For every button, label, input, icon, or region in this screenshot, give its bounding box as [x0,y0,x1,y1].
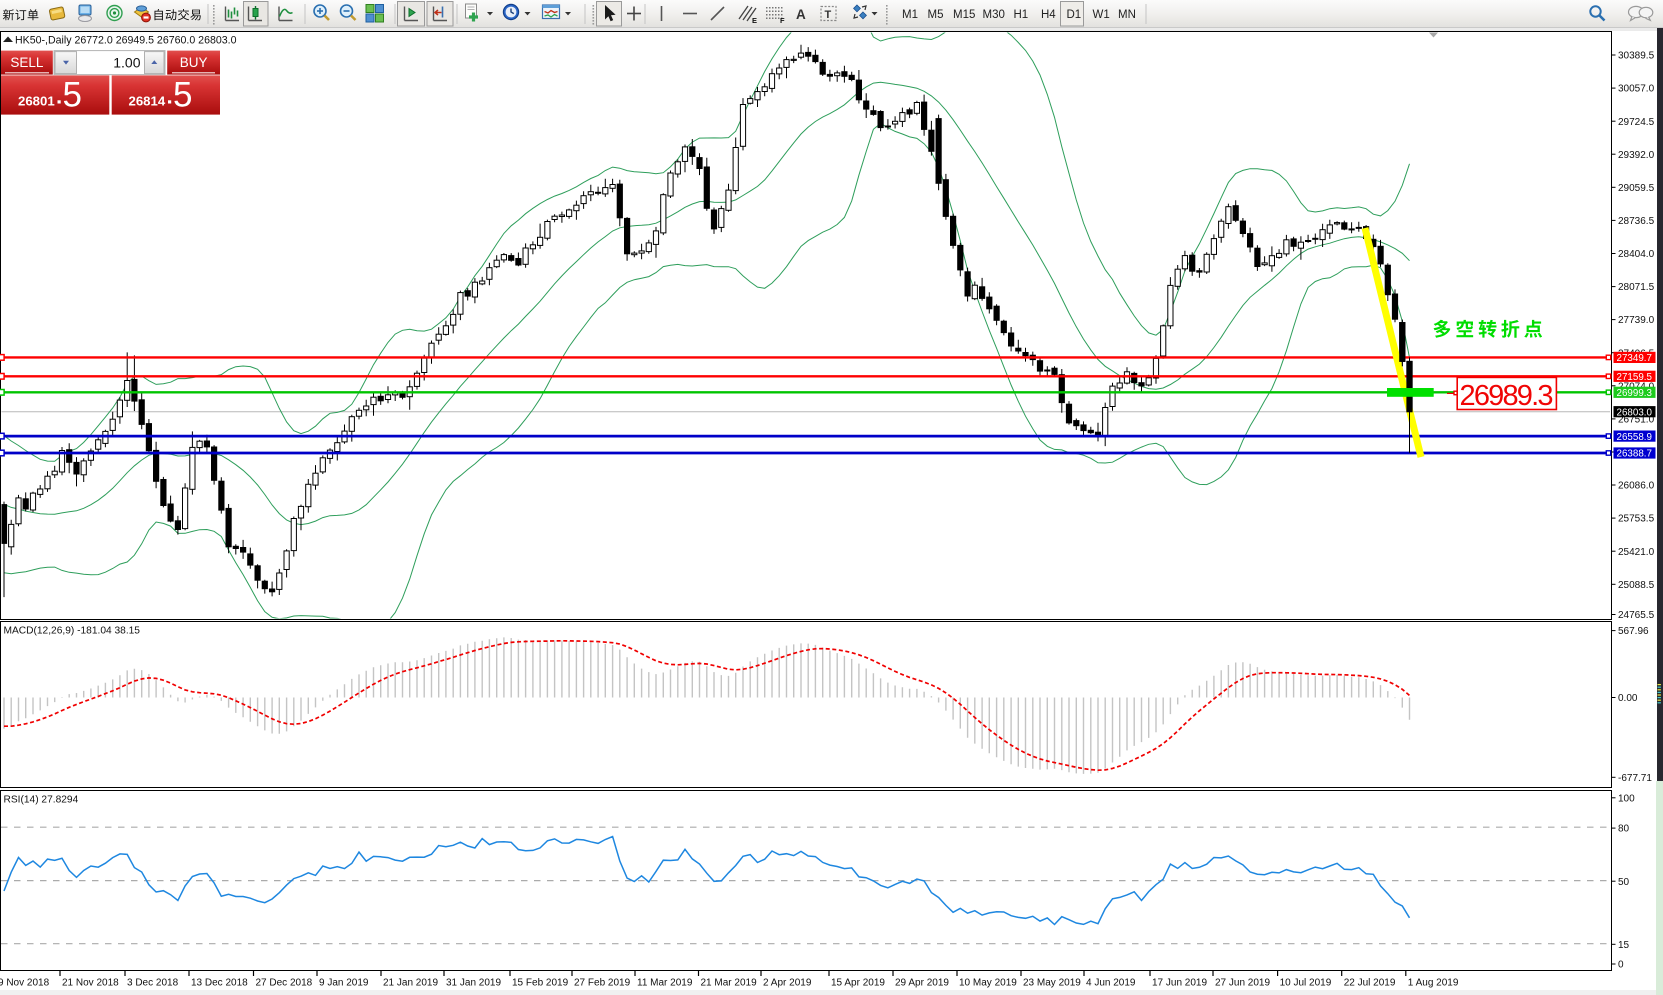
svg-text:MACD(12,26,9) -181.04 38.15: MACD(12,26,9) -181.04 38.15 [4,626,141,637]
svg-text:21 Nov 2018: 21 Nov 2018 [62,978,119,989]
svg-text:T: T [825,9,832,21]
svg-text:BUY: BUY [180,55,208,70]
svg-text:M5: M5 [928,9,944,21]
svg-text:24765.5: 24765.5 [1618,610,1655,621]
svg-text:29059.5: 29059.5 [1618,183,1655,194]
svg-text:27 Feb 2019: 27 Feb 2019 [574,978,631,989]
svg-text:28404.0: 28404.0 [1618,249,1655,260]
svg-text:2 Apr 2019: 2 Apr 2019 [763,978,812,989]
svg-text:26999.3: 26999.3 [1617,388,1653,399]
svg-text:M15: M15 [953,9,975,21]
svg-text:25753.5: 25753.5 [1618,514,1655,525]
svg-text:80: 80 [1618,824,1630,835]
svg-text:21 Mar 2019: 21 Mar 2019 [701,978,758,989]
svg-text:10 Jul 2019: 10 Jul 2019 [1280,978,1332,989]
svg-text:D1: D1 [1067,9,1082,21]
svg-text:1.00: 1.00 [113,54,140,70]
svg-text:29392.0: 29392.0 [1618,150,1655,161]
svg-text:26558.9: 26558.9 [1617,432,1653,443]
svg-text:11 Mar 2019: 11 Mar 2019 [637,978,693,989]
svg-text:27739.0: 27739.0 [1618,315,1655,326]
svg-text:M30: M30 [983,9,1005,21]
svg-text:27159.5: 27159.5 [1617,372,1653,383]
svg-text:5: 5 [173,76,192,115]
svg-text:567.96: 567.96 [1618,626,1649,637]
svg-text:M1: M1 [902,9,918,21]
svg-text:E: E [752,16,757,25]
svg-text:F: F [780,16,785,25]
svg-text:17 Jun 2019: 17 Jun 2019 [1152,978,1207,989]
svg-text:31 Jan 2019: 31 Jan 2019 [446,978,501,989]
svg-text:0.00: 0.00 [1618,693,1638,704]
svg-text:13 Dec 2018: 13 Dec 2018 [191,978,248,989]
svg-text:50: 50 [1618,877,1630,888]
svg-text:30389.5: 30389.5 [1618,51,1655,62]
svg-text:27 Dec 2018: 27 Dec 2018 [256,978,313,989]
svg-text:29 Apr 2019: 29 Apr 2019 [895,978,949,989]
svg-text:26801: 26801 [18,94,55,109]
svg-text:10 May 2019: 10 May 2019 [959,978,1017,989]
svg-text:-677.71: -677.71 [1618,773,1652,784]
svg-text:100: 100 [1618,793,1635,804]
svg-text:28736.5: 28736.5 [1618,216,1655,227]
svg-text:HK50-,Daily 26772.0 26949.5 2: HK50-,Daily 26772.0 26949.5 26760.0 2680… [15,35,237,47]
svg-text:25088.5: 25088.5 [1618,580,1655,591]
svg-text:9 Nov 2018: 9 Nov 2018 [0,978,50,989]
svg-text:26989.3: 26989.3 [1460,380,1554,412]
svg-text:27349.7: 27349.7 [1617,353,1653,364]
svg-text:28071.5: 28071.5 [1618,282,1655,293]
svg-text:SELL: SELL [10,55,44,70]
svg-text:3 Dec 2018: 3 Dec 2018 [127,978,179,989]
svg-text:9 Jan 2019: 9 Jan 2019 [319,978,369,989]
svg-text:0: 0 [1618,960,1624,971]
svg-text:25421.0: 25421.0 [1618,547,1655,558]
svg-text:15 Apr 2019: 15 Apr 2019 [831,978,885,989]
svg-text:26814: 26814 [129,94,166,109]
svg-text:5: 5 [63,76,82,115]
svg-text:MN: MN [1118,9,1136,21]
svg-text:26751.0: 26751.0 [1618,415,1655,426]
svg-text:29724.5: 29724.5 [1618,117,1655,128]
svg-text:H1: H1 [1014,9,1029,21]
svg-text:26803.0: 26803.0 [1617,407,1653,418]
svg-text:15: 15 [1618,940,1630,951]
svg-text:A: A [796,7,806,22]
svg-text:26086.0: 26086.0 [1618,481,1655,492]
svg-text:4 Jun 2019: 4 Jun 2019 [1086,978,1136,989]
svg-text:W1: W1 [1093,9,1110,21]
svg-text:27 Jun 2019: 27 Jun 2019 [1215,978,1270,989]
svg-text:30057.0: 30057.0 [1618,84,1655,95]
svg-text:21 Jan 2019: 21 Jan 2019 [383,978,438,989]
svg-text:H4: H4 [1041,9,1056,21]
svg-text:RSI(14) 27.8294: RSI(14) 27.8294 [4,795,79,806]
svg-text:15 Feb 2019: 15 Feb 2019 [512,978,569,989]
svg-text:22 Jul 2019: 22 Jul 2019 [1344,978,1396,989]
svg-text:1 Aug 2019: 1 Aug 2019 [1408,978,1459,989]
svg-text:26388.7: 26388.7 [1617,449,1653,460]
svg-text:23 May 2019: 23 May 2019 [1023,978,1081,989]
